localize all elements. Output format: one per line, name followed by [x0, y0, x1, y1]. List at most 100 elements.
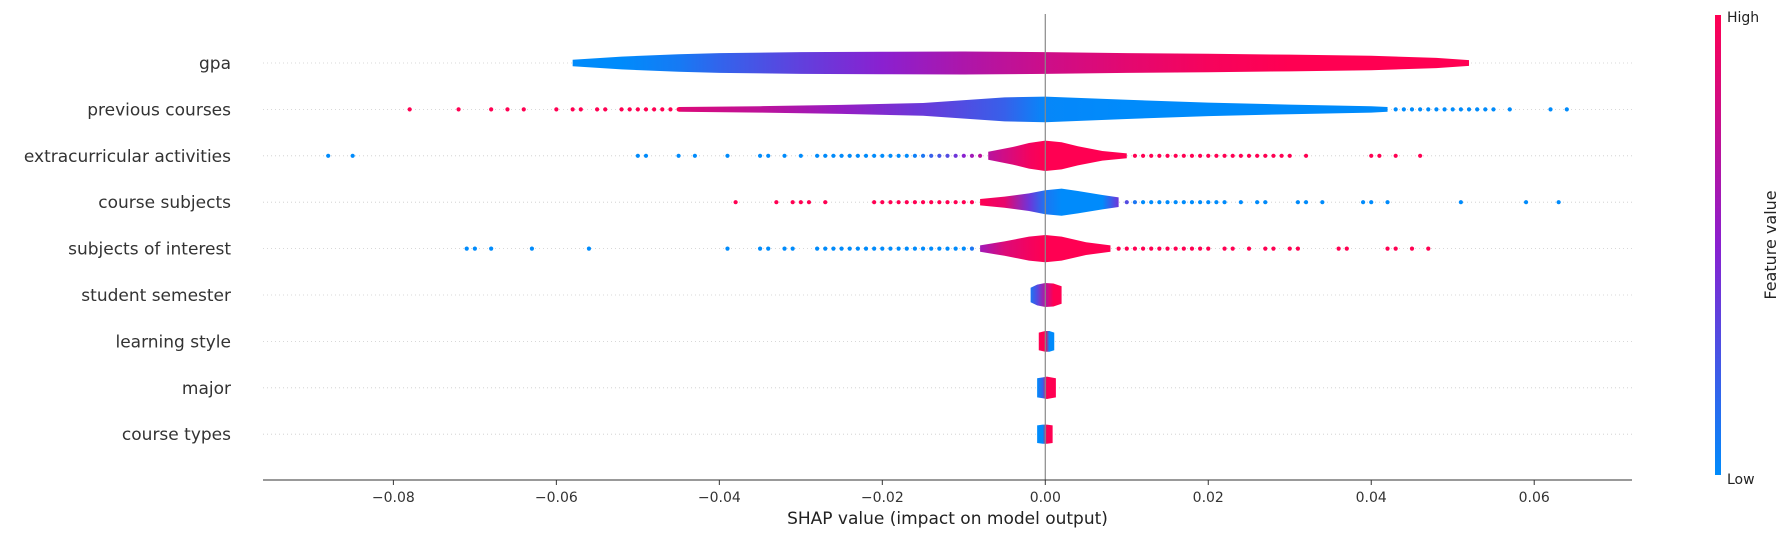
data-point	[1303, 200, 1309, 205]
data-point	[961, 200, 966, 205]
violin-shape	[980, 188, 1119, 216]
data-point	[1442, 107, 1447, 112]
data-point	[464, 246, 469, 251]
data-point	[1255, 153, 1260, 158]
data-point	[929, 153, 934, 158]
data-point	[1222, 153, 1227, 158]
data-point	[969, 200, 975, 205]
data-point	[1263, 200, 1268, 205]
feature-label: major	[182, 379, 231, 399]
data-point	[1369, 200, 1374, 205]
feature-row: course subjects	[98, 188, 1632, 216]
data-point	[766, 153, 771, 158]
data-point	[619, 107, 624, 112]
data-point	[831, 246, 836, 251]
data-point	[920, 200, 926, 205]
data-point	[798, 153, 803, 158]
data-point	[1189, 200, 1195, 205]
violin-shape	[988, 140, 1127, 171]
data-point	[668, 107, 673, 112]
data-point	[1393, 153, 1398, 158]
data-point	[1230, 246, 1235, 251]
data-point	[1181, 200, 1186, 205]
violin-shape	[1037, 376, 1056, 399]
data-point	[725, 153, 730, 158]
data-point	[692, 153, 697, 158]
data-point	[953, 153, 958, 158]
x-tick-label: 0.04	[1356, 490, 1387, 506]
data-point	[1149, 200, 1154, 205]
data-point	[1377, 153, 1382, 158]
data-point	[920, 246, 926, 251]
data-point	[660, 107, 665, 112]
violin-shape	[678, 96, 1388, 123]
data-point	[725, 246, 730, 251]
data-point	[1189, 153, 1195, 158]
data-point	[489, 246, 494, 251]
feature-row: extracurricular activities	[24, 140, 1632, 171]
data-point	[350, 153, 355, 158]
data-point	[1198, 246, 1203, 251]
data-point	[1418, 153, 1423, 158]
data-point	[904, 153, 909, 158]
data-point	[920, 153, 926, 158]
feature-row: subjects of interest	[68, 235, 1632, 263]
data-point	[1450, 107, 1455, 112]
data-point	[1173, 246, 1178, 251]
data-point	[1157, 200, 1162, 205]
data-point	[1320, 200, 1325, 205]
data-point	[1246, 153, 1252, 158]
data-point	[1198, 153, 1203, 158]
x-tick-label: 0.00	[1030, 490, 1061, 506]
violin-shape	[572, 51, 1470, 75]
x-tick-label: −0.04	[698, 490, 741, 506]
data-point	[1124, 200, 1129, 205]
data-point	[1140, 153, 1146, 158]
feature-label: gpa	[199, 54, 231, 74]
data-point	[1189, 246, 1195, 251]
data-point	[1548, 107, 1553, 112]
data-point	[1214, 153, 1219, 158]
data-point	[1263, 246, 1268, 251]
data-point	[472, 246, 477, 251]
data-point	[1181, 153, 1186, 158]
data-point	[578, 107, 583, 112]
data-point	[1287, 153, 1292, 158]
data-point	[945, 153, 950, 158]
data-point	[603, 107, 608, 112]
data-point	[1124, 246, 1129, 251]
feature-row: student semester	[81, 283, 1632, 307]
data-point	[904, 200, 909, 205]
data-point	[1149, 246, 1154, 251]
data-point	[790, 246, 795, 251]
data-point	[823, 246, 828, 251]
data-point	[733, 200, 738, 205]
data-point	[969, 246, 975, 251]
data-point	[937, 153, 942, 158]
x-tick-label: 0.06	[1519, 490, 1550, 506]
data-point	[782, 246, 787, 251]
data-point	[1181, 246, 1186, 251]
data-point	[643, 153, 649, 158]
data-point	[1157, 153, 1162, 158]
data-point	[872, 246, 877, 251]
data-point	[815, 153, 820, 158]
data-point	[1165, 200, 1170, 205]
data-point	[912, 246, 918, 251]
data-point	[896, 153, 901, 158]
data-point	[1222, 246, 1227, 251]
data-point	[880, 200, 885, 205]
data-point	[1336, 246, 1341, 251]
data-point	[766, 246, 771, 251]
feature-label: course subjects	[98, 193, 231, 213]
data-point	[1409, 107, 1415, 112]
data-point	[1140, 200, 1146, 205]
feature-row: learning style	[115, 331, 1632, 352]
data-point	[1393, 246, 1398, 251]
data-point	[880, 246, 885, 251]
data-point	[945, 200, 950, 205]
data-point	[1157, 246, 1162, 251]
data-point	[1287, 246, 1292, 251]
data-point	[1385, 246, 1390, 251]
colorbar-high-label: High	[1727, 10, 1759, 26]
